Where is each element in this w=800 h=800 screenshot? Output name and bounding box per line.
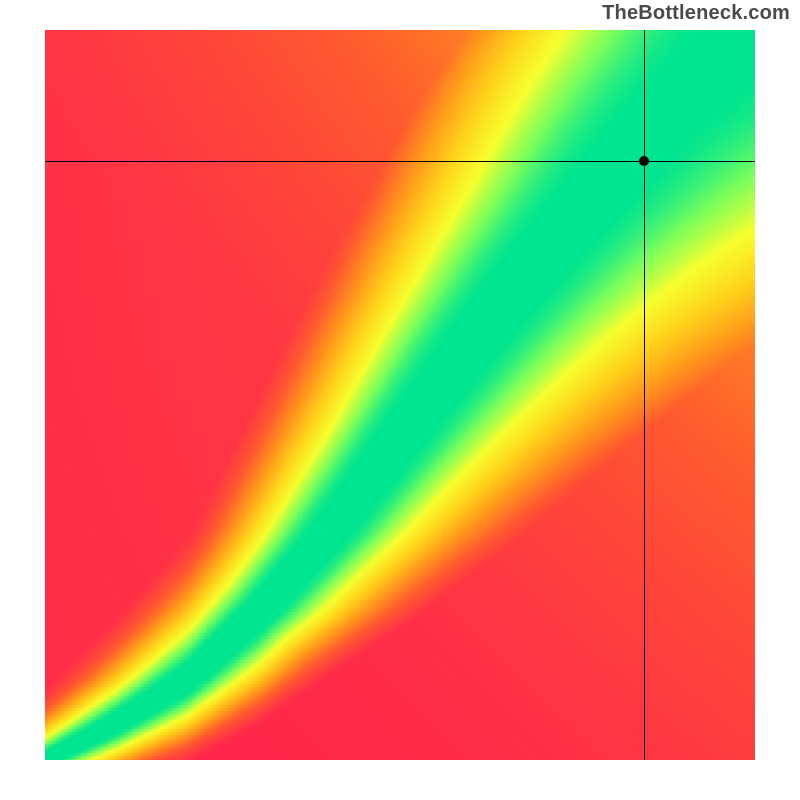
chart-container: TheBottleneck.com — [0, 0, 800, 800]
crosshair-vertical-line — [644, 30, 645, 760]
heatmap-chart — [45, 30, 755, 760]
watermark-text: TheBottleneck.com — [602, 2, 790, 25]
crosshair-marker-dot — [639, 156, 649, 166]
heatmap-canvas — [45, 30, 755, 760]
